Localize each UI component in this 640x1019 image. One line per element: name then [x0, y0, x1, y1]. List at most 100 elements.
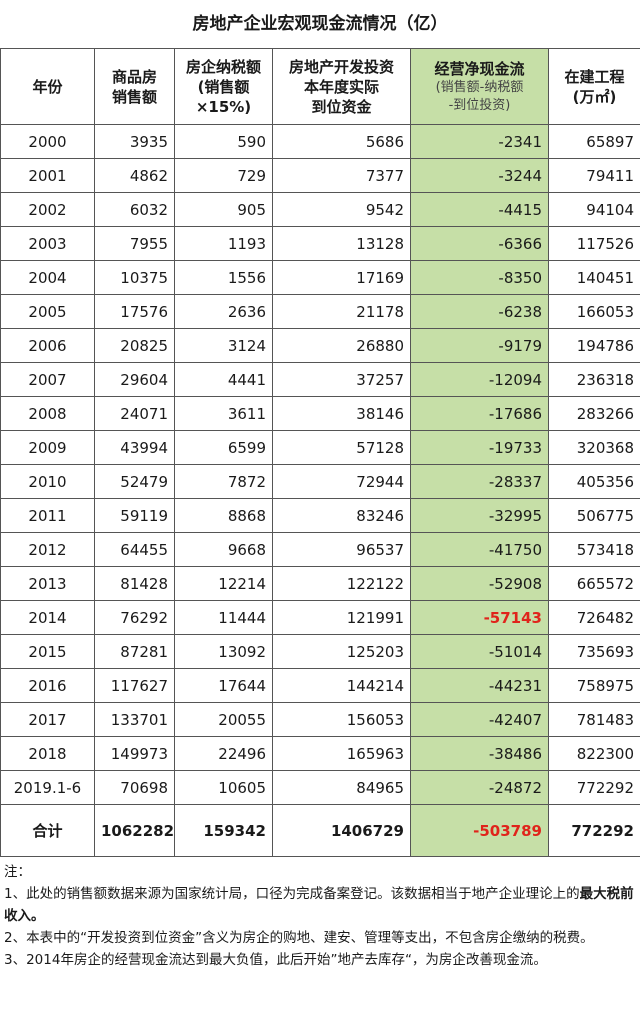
tax-cell: 13092 — [174, 634, 273, 669]
tax-cell: 6599 — [174, 430, 273, 465]
year-cell: 2019.1-6 — [0, 770, 95, 805]
construction-cell: 758975 — [548, 668, 640, 703]
sales-cell: 24071 — [94, 396, 175, 431]
tax-cell: 17644 — [174, 668, 273, 703]
tax-cell: 22496 — [174, 736, 273, 771]
total-row: 合计 1062282 159342 1406729 -503789 772292 — [0, 804, 640, 857]
construction-cell: 94104 — [548, 192, 640, 227]
tax-cell: 20055 — [174, 702, 273, 737]
investment-cell: 72944 — [272, 464, 411, 499]
investment-cell: 38146 — [272, 396, 411, 431]
construction-cell: 822300 — [548, 736, 640, 771]
table-row: 2001 4862 729 7377 -3244 79411 — [0, 158, 640, 193]
investment-cell: 96537 — [272, 532, 411, 567]
construction-cell: 506775 — [548, 498, 640, 533]
investment-cell: 83246 — [272, 498, 411, 533]
year-cell: 2018 — [0, 736, 95, 771]
table-row: 2006 20825 3124 26880 -9179 194786 — [0, 328, 640, 363]
tax-cell: 1556 — [174, 260, 273, 295]
note-1: 1、此处的销售额数据来源为国家统计局，口径为完成备案登记。该数据相当于地产企业理… — [4, 886, 634, 924]
sales-cell: 149973 — [94, 736, 175, 771]
header-construction: 在建工程 (万㎡) — [548, 48, 640, 125]
year-cell: 2013 — [0, 566, 95, 601]
net-cashflow-cell: -52908 — [410, 566, 549, 601]
year-cell: 2017 — [0, 702, 95, 737]
header-investment: 房地产开发投资 本年度实际 到位资金 — [272, 48, 411, 125]
sales-cell: 52479 — [94, 464, 175, 499]
construction-cell: 166053 — [548, 294, 640, 329]
header-tax: 房企纳税额 (销售额 ×15%) — [174, 48, 273, 125]
table-row: 2017 133701 20055 156053 -42407 781483 — [0, 702, 640, 737]
total-label: 合计 — [0, 804, 95, 857]
year-cell: 2008 — [0, 396, 95, 431]
net-cashflow-cell: -38486 — [410, 736, 549, 771]
table-row: 2004 10375 1556 17169 -8350 140451 — [0, 260, 640, 295]
table-row: 2012 64455 9668 96537 -41750 573418 — [0, 532, 640, 567]
tax-cell: 12214 — [174, 566, 273, 601]
net-cashflow-cell: -2341 — [410, 124, 549, 159]
tax-cell: 10605 — [174, 770, 273, 805]
investment-cell: 37257 — [272, 362, 411, 397]
tax-cell: 905 — [174, 192, 273, 227]
sales-cell: 70698 — [94, 770, 175, 805]
investment-cell: 144214 — [272, 668, 411, 703]
investment-cell: 7377 — [272, 158, 411, 193]
net-cashflow-cell: -12094 — [410, 362, 549, 397]
investment-cell: 57128 — [272, 430, 411, 465]
note-2: 2、本表中的“开发投资到位资金”含义为房企的购地、建安、管理等支出，不包含房企缴… — [4, 930, 594, 946]
tax-cell: 11444 — [174, 600, 273, 635]
sales-cell: 17576 — [94, 294, 175, 329]
net-cashflow-cell: -44231 — [410, 668, 549, 703]
investment-cell: 165963 — [272, 736, 411, 771]
investment-cell: 122122 — [272, 566, 411, 601]
investment-cell: 5686 — [272, 124, 411, 159]
header-year: 年份 — [0, 48, 95, 125]
year-cell: 2000 — [0, 124, 95, 159]
notes-section: 注： 1、此处的销售额数据来源为国家统计局，口径为完成备案登记。该数据相当于地产… — [0, 857, 640, 971]
year-cell: 2001 — [0, 158, 95, 193]
construction-cell: 726482 — [548, 600, 640, 635]
sales-cell: 4862 — [94, 158, 175, 193]
sales-cell: 7955 — [94, 226, 175, 261]
investment-cell: 156053 — [272, 702, 411, 737]
total-net-cashflow: -503789 — [410, 804, 549, 857]
construction-cell: 140451 — [548, 260, 640, 295]
year-cell: 2005 — [0, 294, 95, 329]
construction-cell: 735693 — [548, 634, 640, 669]
net-cashflow-cell: -6366 — [410, 226, 549, 261]
sales-cell: 29604 — [94, 362, 175, 397]
investment-cell: 121991 — [272, 600, 411, 635]
net-cashflow-cell: -17686 — [410, 396, 549, 431]
net-cashflow-cell: -42407 — [410, 702, 549, 737]
net-cashflow-cell: -19733 — [410, 430, 549, 465]
table-row: 2000 3935 590 5686 -2341 65897 — [0, 124, 640, 159]
construction-cell: 79411 — [548, 158, 640, 193]
net-cashflow-cell: -32995 — [410, 498, 549, 533]
net-cashflow-cell: -3244 — [410, 158, 549, 193]
investment-cell: 125203 — [272, 634, 411, 669]
sales-cell: 64455 — [94, 532, 175, 567]
tax-cell: 9668 — [174, 532, 273, 567]
tax-cell: 1193 — [174, 226, 273, 261]
construction-cell: 194786 — [548, 328, 640, 363]
year-cell: 2014 — [0, 600, 95, 635]
sales-cell: 43994 — [94, 430, 175, 465]
total-sales: 1062282 — [94, 804, 175, 857]
construction-cell: 236318 — [548, 362, 640, 397]
sales-cell: 59119 — [94, 498, 175, 533]
note-1-emphasis: 最大税前收入。 — [4, 886, 634, 924]
cashflow-table: 年份 商品房 销售额 房企纳税额 (销售额 ×15%) 房地产开发投资 本年度实际 到位资… — [0, 48, 640, 857]
total-tax: 159342 — [174, 804, 273, 857]
table-row: 2007 29604 4441 37257 -12094 236318 — [0, 362, 640, 397]
table-row: 2010 52479 7872 72944 -28337 405356 — [0, 464, 640, 499]
table-row: 2016 117627 17644 144214 -44231 758975 — [0, 668, 640, 703]
note-3: 3、2014年房企的经营现金流达到最大负值，此后开始”地产去库存“，为房企改善现… — [4, 952, 547, 968]
tax-cell: 4441 — [174, 362, 273, 397]
construction-cell: 320368 — [548, 430, 640, 465]
table-row: 2019.1-6 70698 10605 84965 -24872 772292 — [0, 770, 640, 805]
table-row: 2013 81428 12214 122122 -52908 665572 — [0, 566, 640, 601]
tax-cell: 3124 — [174, 328, 273, 363]
year-cell: 2012 — [0, 532, 95, 567]
table-row: 2011 59119 8868 83246 -32995 506775 — [0, 498, 640, 533]
sales-cell: 81428 — [94, 566, 175, 601]
